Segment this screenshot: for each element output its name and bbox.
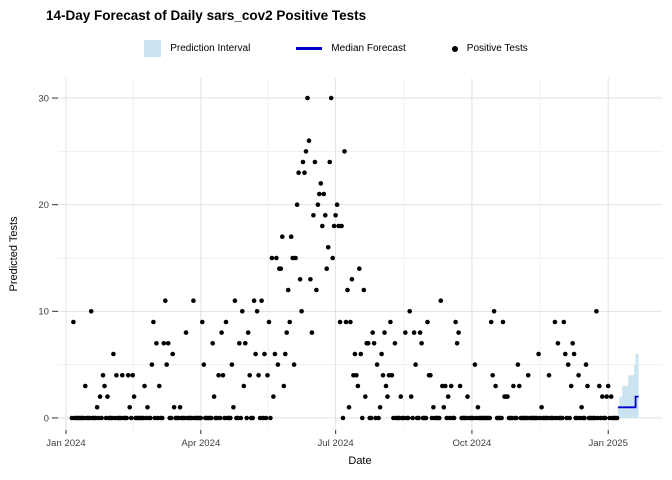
svg-text:Apr 2024: Apr 2024 [181,438,221,449]
axis-ticks: Jan 2024 Apr 2024 Jul 2024 Oct 2024 Jan 2025… [38,93,628,449]
legend-item-median-forecast: Median Forecast [296,43,406,54]
prediction-interval-ribbon [617,354,639,418]
legend-item-positive-tests: Positive Tests [451,43,528,54]
y-axis-title: Predicted Tests [8,216,20,292]
svg-text:10: 10 [38,307,49,318]
svg-text:Jan 2024: Jan 2024 [46,438,86,449]
legend-label: Positive Tests [466,43,528,54]
svg-text:Jul 2024: Jul 2024 [317,438,354,449]
legend: Prediction Interval Median Forecast Posi… [0,40,672,57]
x-axis-title: Date [348,455,372,467]
svg-text:Oct 2024: Oct 2024 [452,438,492,449]
median-forecast-line-icon [296,47,323,50]
legend-item-prediction-interval: Prediction Interval [144,40,250,57]
svg-text:20: 20 [38,200,49,211]
positive-tests-dot-icon [451,45,458,52]
grid-major [58,78,662,430]
chart-title: 14-Day Forecast of Daily sars_cov2 Posit… [46,8,367,23]
legend-label: Median Forecast [331,43,406,54]
svg-text:0: 0 [44,413,49,424]
svg-text:30: 30 [38,93,49,104]
observed-points [69,95,620,421]
prediction-interval-swatch-icon [144,40,162,57]
grid-minor [58,78,662,430]
median-forecast-line [617,395,639,409]
svg-text:Jan 2025: Jan 2025 [588,438,627,449]
legend-label: Prediction Interval [170,43,251,54]
